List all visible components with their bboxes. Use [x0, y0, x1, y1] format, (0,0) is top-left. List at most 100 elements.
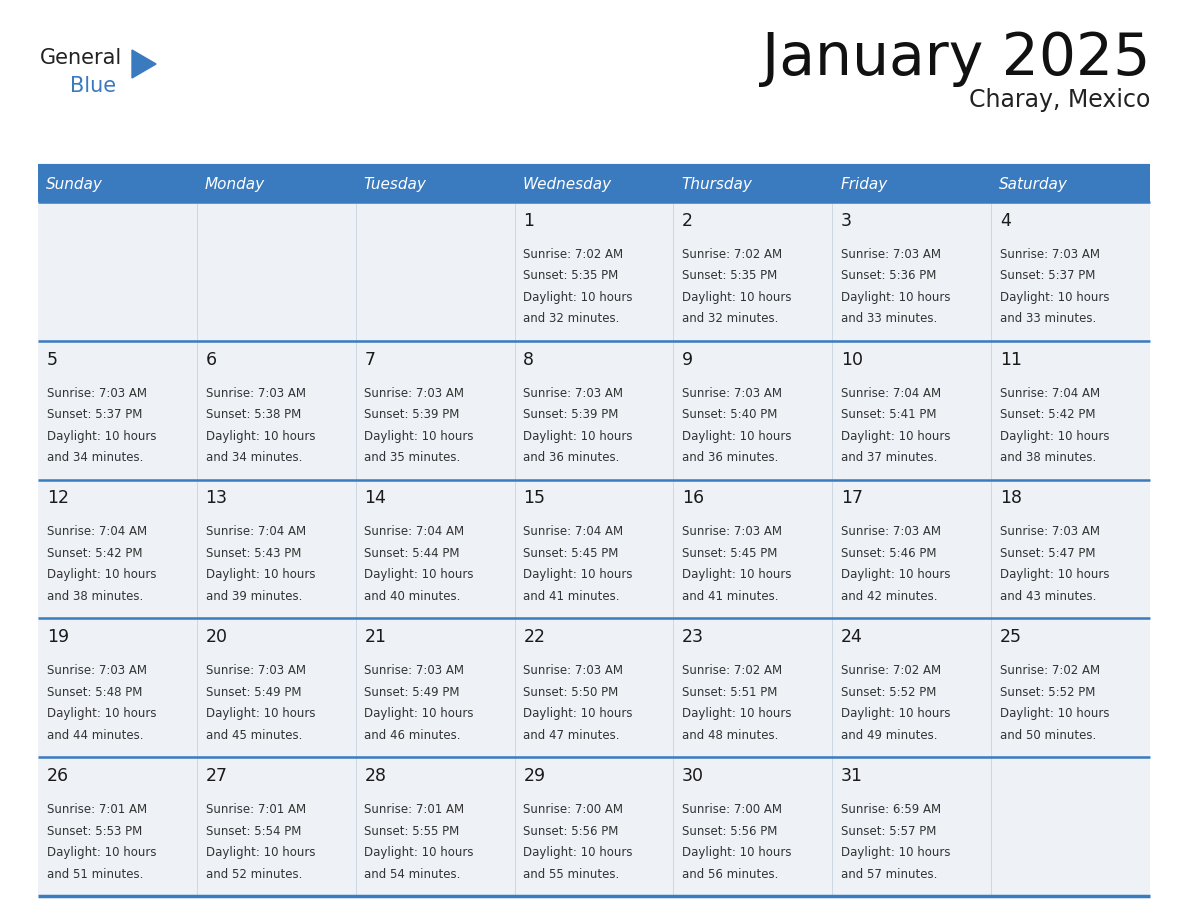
Text: Sunrise: 7:03 AM: Sunrise: 7:03 AM [523, 386, 624, 399]
Text: Daylight: 10 hours: Daylight: 10 hours [46, 707, 157, 721]
Text: Sunset: 5:46 PM: Sunset: 5:46 PM [841, 547, 936, 560]
Text: and 42 minutes.: and 42 minutes. [841, 590, 937, 603]
Text: Sunset: 5:44 PM: Sunset: 5:44 PM [365, 547, 460, 560]
Text: Sunset: 5:48 PM: Sunset: 5:48 PM [46, 686, 143, 699]
Text: Sunset: 5:49 PM: Sunset: 5:49 PM [206, 686, 301, 699]
Text: and 36 minutes.: and 36 minutes. [523, 451, 620, 465]
Text: Sunrise: 7:03 AM: Sunrise: 7:03 AM [1000, 248, 1100, 261]
Text: 30: 30 [682, 767, 704, 785]
Text: Sunrise: 7:02 AM: Sunrise: 7:02 AM [841, 665, 941, 677]
Bar [833, 166, 991, 202]
Text: Daylight: 10 hours: Daylight: 10 hours [841, 568, 950, 581]
Text: Sunrise: 7:00 AM: Sunrise: 7:00 AM [682, 803, 782, 816]
Bar [355, 166, 514, 202]
Text: Daylight: 10 hours: Daylight: 10 hours [841, 707, 950, 721]
Text: 6: 6 [206, 351, 216, 368]
Text: Sunrise: 7:01 AM: Sunrise: 7:01 AM [206, 803, 305, 816]
Text: 22: 22 [523, 628, 545, 646]
Text: 18: 18 [1000, 489, 1022, 508]
Text: Blue: Blue [70, 76, 116, 96]
Text: and 35 minutes.: and 35 minutes. [365, 451, 461, 465]
Text: 15: 15 [523, 489, 545, 508]
Text: Daylight: 10 hours: Daylight: 10 hours [841, 846, 950, 859]
Text: Saturday: Saturday [999, 176, 1068, 192]
Text: 21: 21 [365, 628, 386, 646]
Text: Sunset: 5:39 PM: Sunset: 5:39 PM [523, 409, 619, 421]
Text: and 33 minutes.: and 33 minutes. [841, 312, 937, 325]
Text: and 55 minutes.: and 55 minutes. [523, 868, 620, 880]
Text: 10: 10 [841, 351, 862, 368]
Text: Friday: Friday [840, 176, 887, 192]
Text: Sunrise: 7:01 AM: Sunrise: 7:01 AM [365, 803, 465, 816]
Text: and 41 minutes.: and 41 minutes. [682, 590, 778, 603]
Text: Daylight: 10 hours: Daylight: 10 hours [365, 568, 474, 581]
Text: Sunrise: 7:03 AM: Sunrise: 7:03 AM [1000, 525, 1100, 538]
Text: Daylight: 10 hours: Daylight: 10 hours [46, 568, 157, 581]
Text: Daylight: 10 hours: Daylight: 10 hours [1000, 707, 1110, 721]
Bar [38, 166, 197, 202]
Text: Sunrise: 7:04 AM: Sunrise: 7:04 AM [206, 525, 305, 538]
Text: Daylight: 10 hours: Daylight: 10 hours [682, 707, 791, 721]
Text: General: General [40, 48, 122, 68]
Text: Sunset: 5:45 PM: Sunset: 5:45 PM [682, 547, 777, 560]
Text: 16: 16 [682, 489, 704, 508]
Text: Daylight: 10 hours: Daylight: 10 hours [523, 291, 633, 304]
Text: 20: 20 [206, 628, 228, 646]
Text: Sunrise: 7:03 AM: Sunrise: 7:03 AM [365, 386, 465, 399]
Text: Sunrise: 7:03 AM: Sunrise: 7:03 AM [365, 665, 465, 677]
Text: 24: 24 [841, 628, 862, 646]
Text: Sunrise: 7:04 AM: Sunrise: 7:04 AM [46, 525, 147, 538]
Text: Sunset: 5:39 PM: Sunset: 5:39 PM [365, 409, 460, 421]
Text: 2: 2 [682, 212, 693, 230]
Text: Daylight: 10 hours: Daylight: 10 hours [206, 846, 315, 859]
Text: and 39 minutes.: and 39 minutes. [206, 590, 302, 603]
Text: Sunset: 5:52 PM: Sunset: 5:52 PM [841, 686, 936, 699]
Text: Sunrise: 7:03 AM: Sunrise: 7:03 AM [523, 665, 624, 677]
Text: 26: 26 [46, 767, 69, 785]
Text: 9: 9 [682, 351, 694, 368]
Text: Sunset: 5:42 PM: Sunset: 5:42 PM [1000, 409, 1095, 421]
Text: Wednesday: Wednesday [523, 176, 612, 192]
Text: and 37 minutes.: and 37 minutes. [841, 451, 937, 465]
Text: Sunrise: 6:59 AM: Sunrise: 6:59 AM [841, 803, 941, 816]
Text: and 34 minutes.: and 34 minutes. [206, 451, 302, 465]
Text: 11: 11 [1000, 351, 1022, 368]
Text: Sunset: 5:57 PM: Sunset: 5:57 PM [841, 824, 936, 837]
Text: and 32 minutes.: and 32 minutes. [523, 312, 620, 325]
Text: Sunset: 5:41 PM: Sunset: 5:41 PM [841, 409, 936, 421]
Text: Daylight: 10 hours: Daylight: 10 hours [523, 846, 633, 859]
Text: and 43 minutes.: and 43 minutes. [1000, 590, 1097, 603]
Text: and 41 minutes.: and 41 minutes. [523, 590, 620, 603]
Text: 4: 4 [1000, 212, 1011, 230]
Text: Sunrise: 7:00 AM: Sunrise: 7:00 AM [523, 803, 624, 816]
Text: Daylight: 10 hours: Daylight: 10 hours [365, 707, 474, 721]
Text: 8: 8 [523, 351, 535, 368]
Text: 28: 28 [365, 767, 386, 785]
Text: Sunset: 5:50 PM: Sunset: 5:50 PM [523, 686, 619, 699]
Text: 29: 29 [523, 767, 545, 785]
Text: Sunrise: 7:03 AM: Sunrise: 7:03 AM [682, 386, 782, 399]
Text: Sunrise: 7:02 AM: Sunrise: 7:02 AM [1000, 665, 1100, 677]
Text: Sunrise: 7:02 AM: Sunrise: 7:02 AM [523, 248, 624, 261]
Text: Daylight: 10 hours: Daylight: 10 hours [365, 430, 474, 442]
Text: and 46 minutes.: and 46 minutes. [365, 729, 461, 742]
Text: Sunrise: 7:03 AM: Sunrise: 7:03 AM [841, 248, 941, 261]
Text: Sunrise: 7:02 AM: Sunrise: 7:02 AM [682, 665, 782, 677]
Text: 3: 3 [841, 212, 852, 230]
Bar [674, 166, 833, 202]
Text: Monday: Monday [204, 176, 265, 192]
Text: Sunset: 5:40 PM: Sunset: 5:40 PM [682, 409, 777, 421]
Text: Daylight: 10 hours: Daylight: 10 hours [46, 430, 157, 442]
Text: Sunrise: 7:04 AM: Sunrise: 7:04 AM [1000, 386, 1100, 399]
Text: Daylight: 10 hours: Daylight: 10 hours [682, 568, 791, 581]
Text: Sunset: 5:36 PM: Sunset: 5:36 PM [841, 269, 936, 283]
Text: Sunrise: 7:03 AM: Sunrise: 7:03 AM [46, 386, 147, 399]
Text: Sunset: 5:49 PM: Sunset: 5:49 PM [365, 686, 460, 699]
Polygon shape [132, 50, 156, 78]
Text: Sunrise: 7:03 AM: Sunrise: 7:03 AM [206, 665, 305, 677]
Text: Sunset: 5:54 PM: Sunset: 5:54 PM [206, 824, 301, 837]
Text: Sunset: 5:45 PM: Sunset: 5:45 PM [523, 547, 619, 560]
Text: Tuesday: Tuesday [364, 176, 426, 192]
Text: Daylight: 10 hours: Daylight: 10 hours [841, 430, 950, 442]
Text: and 38 minutes.: and 38 minutes. [1000, 451, 1097, 465]
